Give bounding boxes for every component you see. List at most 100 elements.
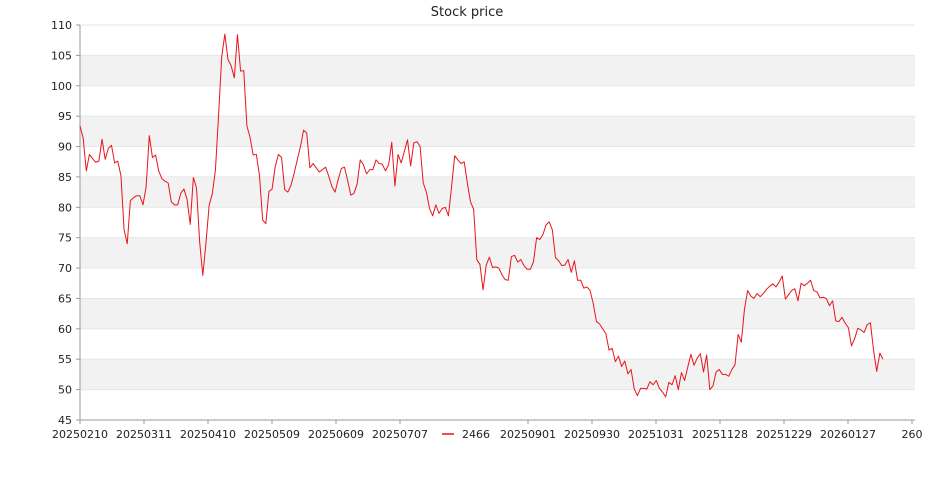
data-point [104,159,106,161]
data-point [454,155,456,157]
data-point [441,208,443,210]
data-point [876,371,878,373]
data-point [731,369,733,371]
data-point [293,172,295,174]
data-point [186,199,188,201]
y-tick-label: 55 [58,353,72,366]
data-point [224,33,226,35]
data-point [281,157,283,159]
data-point [363,164,365,166]
data-point [123,229,125,231]
data-point [860,329,862,331]
data-point [92,158,94,160]
data-point [775,286,777,288]
data-point [331,186,333,188]
x-tick-label: 20250410 [180,428,236,441]
data-point [334,191,336,193]
data-point [621,366,623,368]
data-point [630,369,632,371]
data-point [542,234,544,236]
data-point [769,286,771,288]
data-point [262,219,264,221]
data-point [756,293,758,295]
data-point [328,176,330,178]
data-point [470,201,472,203]
data-point [416,141,418,143]
data-point [523,265,525,267]
data-point [382,163,384,165]
y-tick-label: 110 [51,19,72,32]
data-point [256,154,258,156]
x-tick-label: 260 [902,428,923,441]
legend-label: 2466 [462,428,490,441]
data-point [391,141,393,143]
data-point [319,171,321,173]
data-point [722,374,724,376]
data-point [341,168,343,170]
data-point [400,162,402,164]
data-point [700,353,702,355]
data-point [322,169,324,171]
data-point [592,303,594,305]
data-point [476,259,478,261]
data-point [882,358,884,360]
data-point [444,207,446,209]
data-point [703,371,705,373]
data-point [599,323,601,325]
data-point [832,300,834,302]
data-point [826,298,828,300]
data-point [404,151,406,153]
data-point [725,374,727,376]
data-point [426,191,428,193]
data-point [545,224,547,226]
data-point [854,338,856,340]
data-point [866,324,868,326]
data-point [234,77,236,79]
x-tick-label: 20250707 [372,428,428,441]
data-point [829,305,831,307]
data-point [873,349,875,351]
x-tick-label: 20250609 [308,428,364,441]
data-point [366,173,368,175]
data-point [237,34,239,36]
data-point [312,163,314,165]
data-point [696,357,698,359]
data-point [111,145,113,147]
data-point [530,268,532,270]
data-point [785,298,787,300]
data-point [303,129,305,131]
data-point [164,180,166,182]
series-points [79,33,884,397]
grid-band [80,116,915,147]
data-point [728,375,730,377]
data-point [252,154,254,156]
data-point [82,137,84,139]
data-point [668,382,670,384]
data-point [504,279,506,281]
data-point [240,70,242,72]
grid-band [80,237,915,269]
grid-band [80,55,915,86]
data-point [89,154,91,156]
data-point [492,267,494,269]
chart-title: Stock price [431,5,503,20]
data-point [797,300,799,302]
data-point [145,186,147,188]
data-point [627,373,629,375]
data-point [794,288,796,290]
data-point [693,365,695,367]
y-tick-label: 85 [58,171,72,184]
data-point [816,291,818,293]
data-point [558,260,560,262]
data-point [114,162,116,164]
y-tick-label: 65 [58,292,72,305]
data-point [268,191,270,193]
y-tick-label: 60 [58,323,72,336]
data-point [555,257,557,259]
data-point [438,213,440,215]
data-point [139,195,141,197]
x-tick-label: 20250930 [564,428,620,441]
data-point [265,223,267,225]
x-axis-ticks: 20250210 20250311 20250410 20250509 20250609… [52,420,923,441]
